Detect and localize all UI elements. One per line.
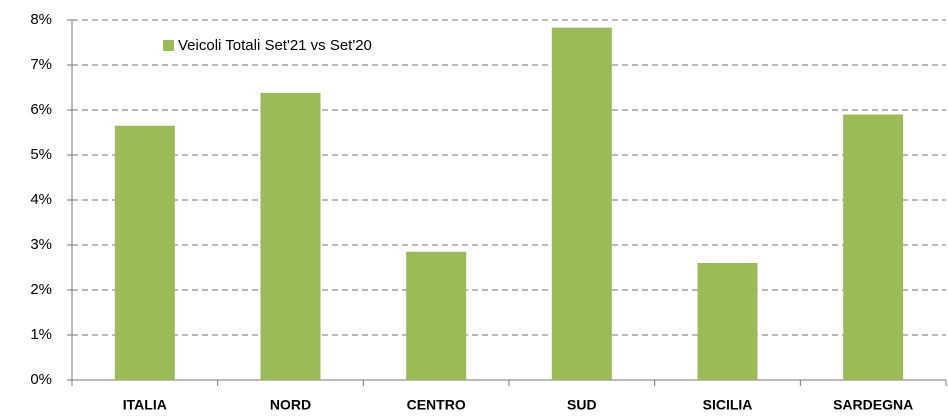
x-tick-label: ITALIA (123, 397, 167, 413)
y-tick-label: 8% (30, 11, 52, 28)
x-tick-label: SARDEGNA (833, 397, 913, 413)
x-tick-label: SUD (567, 397, 597, 413)
bar (697, 263, 758, 380)
y-tick-label: 6% (30, 101, 52, 118)
legend-swatch (163, 40, 174, 51)
x-tick-label: SICILIA (703, 397, 753, 413)
bar (406, 251, 467, 380)
bar (843, 114, 904, 380)
legend-label: Veicoli Totali Set'21 vs Set'20 (178, 37, 372, 54)
y-tick-label: 3% (30, 236, 52, 253)
y-tick-label: 7% (30, 56, 52, 73)
bar (260, 92, 321, 381)
y-tick-label: 2% (30, 281, 52, 298)
x-tick-label: NORD (270, 397, 311, 413)
bar (551, 27, 612, 381)
bar (114, 125, 175, 380)
y-tick-label: 1% (30, 326, 52, 343)
y-tick-label: 5% (30, 146, 52, 163)
y-tick-label: 0% (30, 371, 52, 388)
y-tick-label: 4% (30, 191, 52, 208)
x-tick-label: CENTRO (407, 397, 466, 413)
